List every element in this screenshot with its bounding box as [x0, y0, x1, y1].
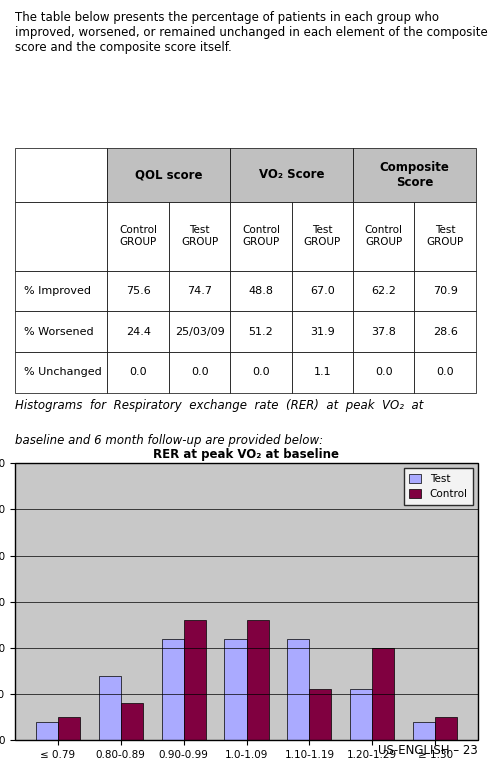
- Text: Test
GROUP: Test GROUP: [181, 226, 218, 247]
- Bar: [230, 202, 292, 271]
- Text: 0.0: 0.0: [436, 367, 454, 377]
- Bar: [169, 271, 230, 311]
- Text: 75.6: 75.6: [126, 286, 150, 296]
- Bar: [310, 689, 331, 740]
- Text: % Improved: % Improved: [24, 286, 91, 296]
- Text: QOL score: QOL score: [135, 169, 203, 182]
- Text: Test
GROUP: Test GROUP: [304, 226, 341, 247]
- Text: Composite
Score: Composite Score: [380, 161, 450, 188]
- Text: 0.0: 0.0: [191, 367, 209, 377]
- Bar: [230, 352, 292, 392]
- Bar: [15, 352, 107, 392]
- Bar: [287, 639, 310, 740]
- Bar: [353, 311, 415, 352]
- Bar: [415, 311, 476, 352]
- Bar: [169, 352, 230, 392]
- Bar: [224, 639, 246, 740]
- Bar: [292, 311, 353, 352]
- Bar: [15, 202, 107, 271]
- Text: 74.7: 74.7: [187, 286, 212, 296]
- Bar: [353, 202, 415, 271]
- Text: % Worsened: % Worsened: [24, 327, 94, 336]
- Bar: [15, 271, 107, 311]
- Text: 24.4: 24.4: [126, 327, 151, 336]
- Bar: [246, 620, 269, 740]
- Text: The table below presents the percentage of patients in each group who improved, : The table below presents the percentage …: [15, 11, 488, 54]
- Text: 0.0: 0.0: [375, 367, 392, 377]
- Bar: [415, 352, 476, 392]
- Text: Control
GROUP: Control GROUP: [119, 226, 157, 247]
- Bar: [350, 689, 372, 740]
- Bar: [107, 148, 230, 202]
- Text: 48.8: 48.8: [248, 286, 274, 296]
- Bar: [292, 271, 353, 311]
- Bar: [292, 352, 353, 392]
- Bar: [58, 717, 80, 740]
- Text: % Unchanged: % Unchanged: [24, 367, 102, 377]
- Text: baseline and 6 month follow-up are provided below:: baseline and 6 month follow-up are provi…: [15, 433, 323, 446]
- Text: 51.2: 51.2: [248, 327, 273, 336]
- Bar: [413, 722, 435, 740]
- Bar: [292, 202, 353, 271]
- Bar: [15, 148, 107, 202]
- Text: 37.8: 37.8: [371, 327, 396, 336]
- Bar: [15, 311, 107, 352]
- Title: RER at peak VO₂ at baseline: RER at peak VO₂ at baseline: [153, 448, 340, 461]
- Bar: [415, 202, 476, 271]
- Bar: [183, 620, 206, 740]
- Text: 0.0: 0.0: [252, 367, 270, 377]
- Text: Test
GROUP: Test GROUP: [426, 226, 464, 247]
- Bar: [169, 311, 230, 352]
- Text: 28.6: 28.6: [433, 327, 458, 336]
- Bar: [415, 271, 476, 311]
- Bar: [107, 311, 169, 352]
- Bar: [107, 352, 169, 392]
- Bar: [353, 148, 476, 202]
- Bar: [99, 675, 121, 740]
- Text: US-ENGLISH – 23: US-ENGLISH – 23: [379, 744, 478, 757]
- Text: 0.0: 0.0: [129, 367, 147, 377]
- Bar: [107, 271, 169, 311]
- Text: 70.9: 70.9: [433, 286, 458, 296]
- Text: 67.0: 67.0: [310, 286, 335, 296]
- Bar: [36, 722, 58, 740]
- Text: 1.1: 1.1: [314, 367, 331, 377]
- Text: 62.2: 62.2: [371, 286, 396, 296]
- Text: Control
GROUP: Control GROUP: [365, 226, 403, 247]
- Bar: [230, 271, 292, 311]
- Bar: [353, 271, 415, 311]
- Bar: [372, 648, 394, 740]
- Text: Control
GROUP: Control GROUP: [242, 226, 280, 247]
- Bar: [353, 352, 415, 392]
- Legend: Test, Control: Test, Control: [404, 468, 473, 504]
- Bar: [169, 202, 230, 271]
- Bar: [107, 202, 169, 271]
- Bar: [435, 717, 457, 740]
- Text: 31.9: 31.9: [310, 327, 335, 336]
- Bar: [230, 148, 353, 202]
- Bar: [121, 703, 143, 740]
- Bar: [162, 639, 183, 740]
- Text: Histograms  for  Respiratory  exchange  rate  (RER)  at  peak  VO₂  at: Histograms for Respiratory exchange rate…: [15, 399, 423, 412]
- Text: VO₂ Score: VO₂ Score: [259, 169, 324, 182]
- Bar: [230, 311, 292, 352]
- Text: 25/03/09: 25/03/09: [175, 327, 224, 336]
